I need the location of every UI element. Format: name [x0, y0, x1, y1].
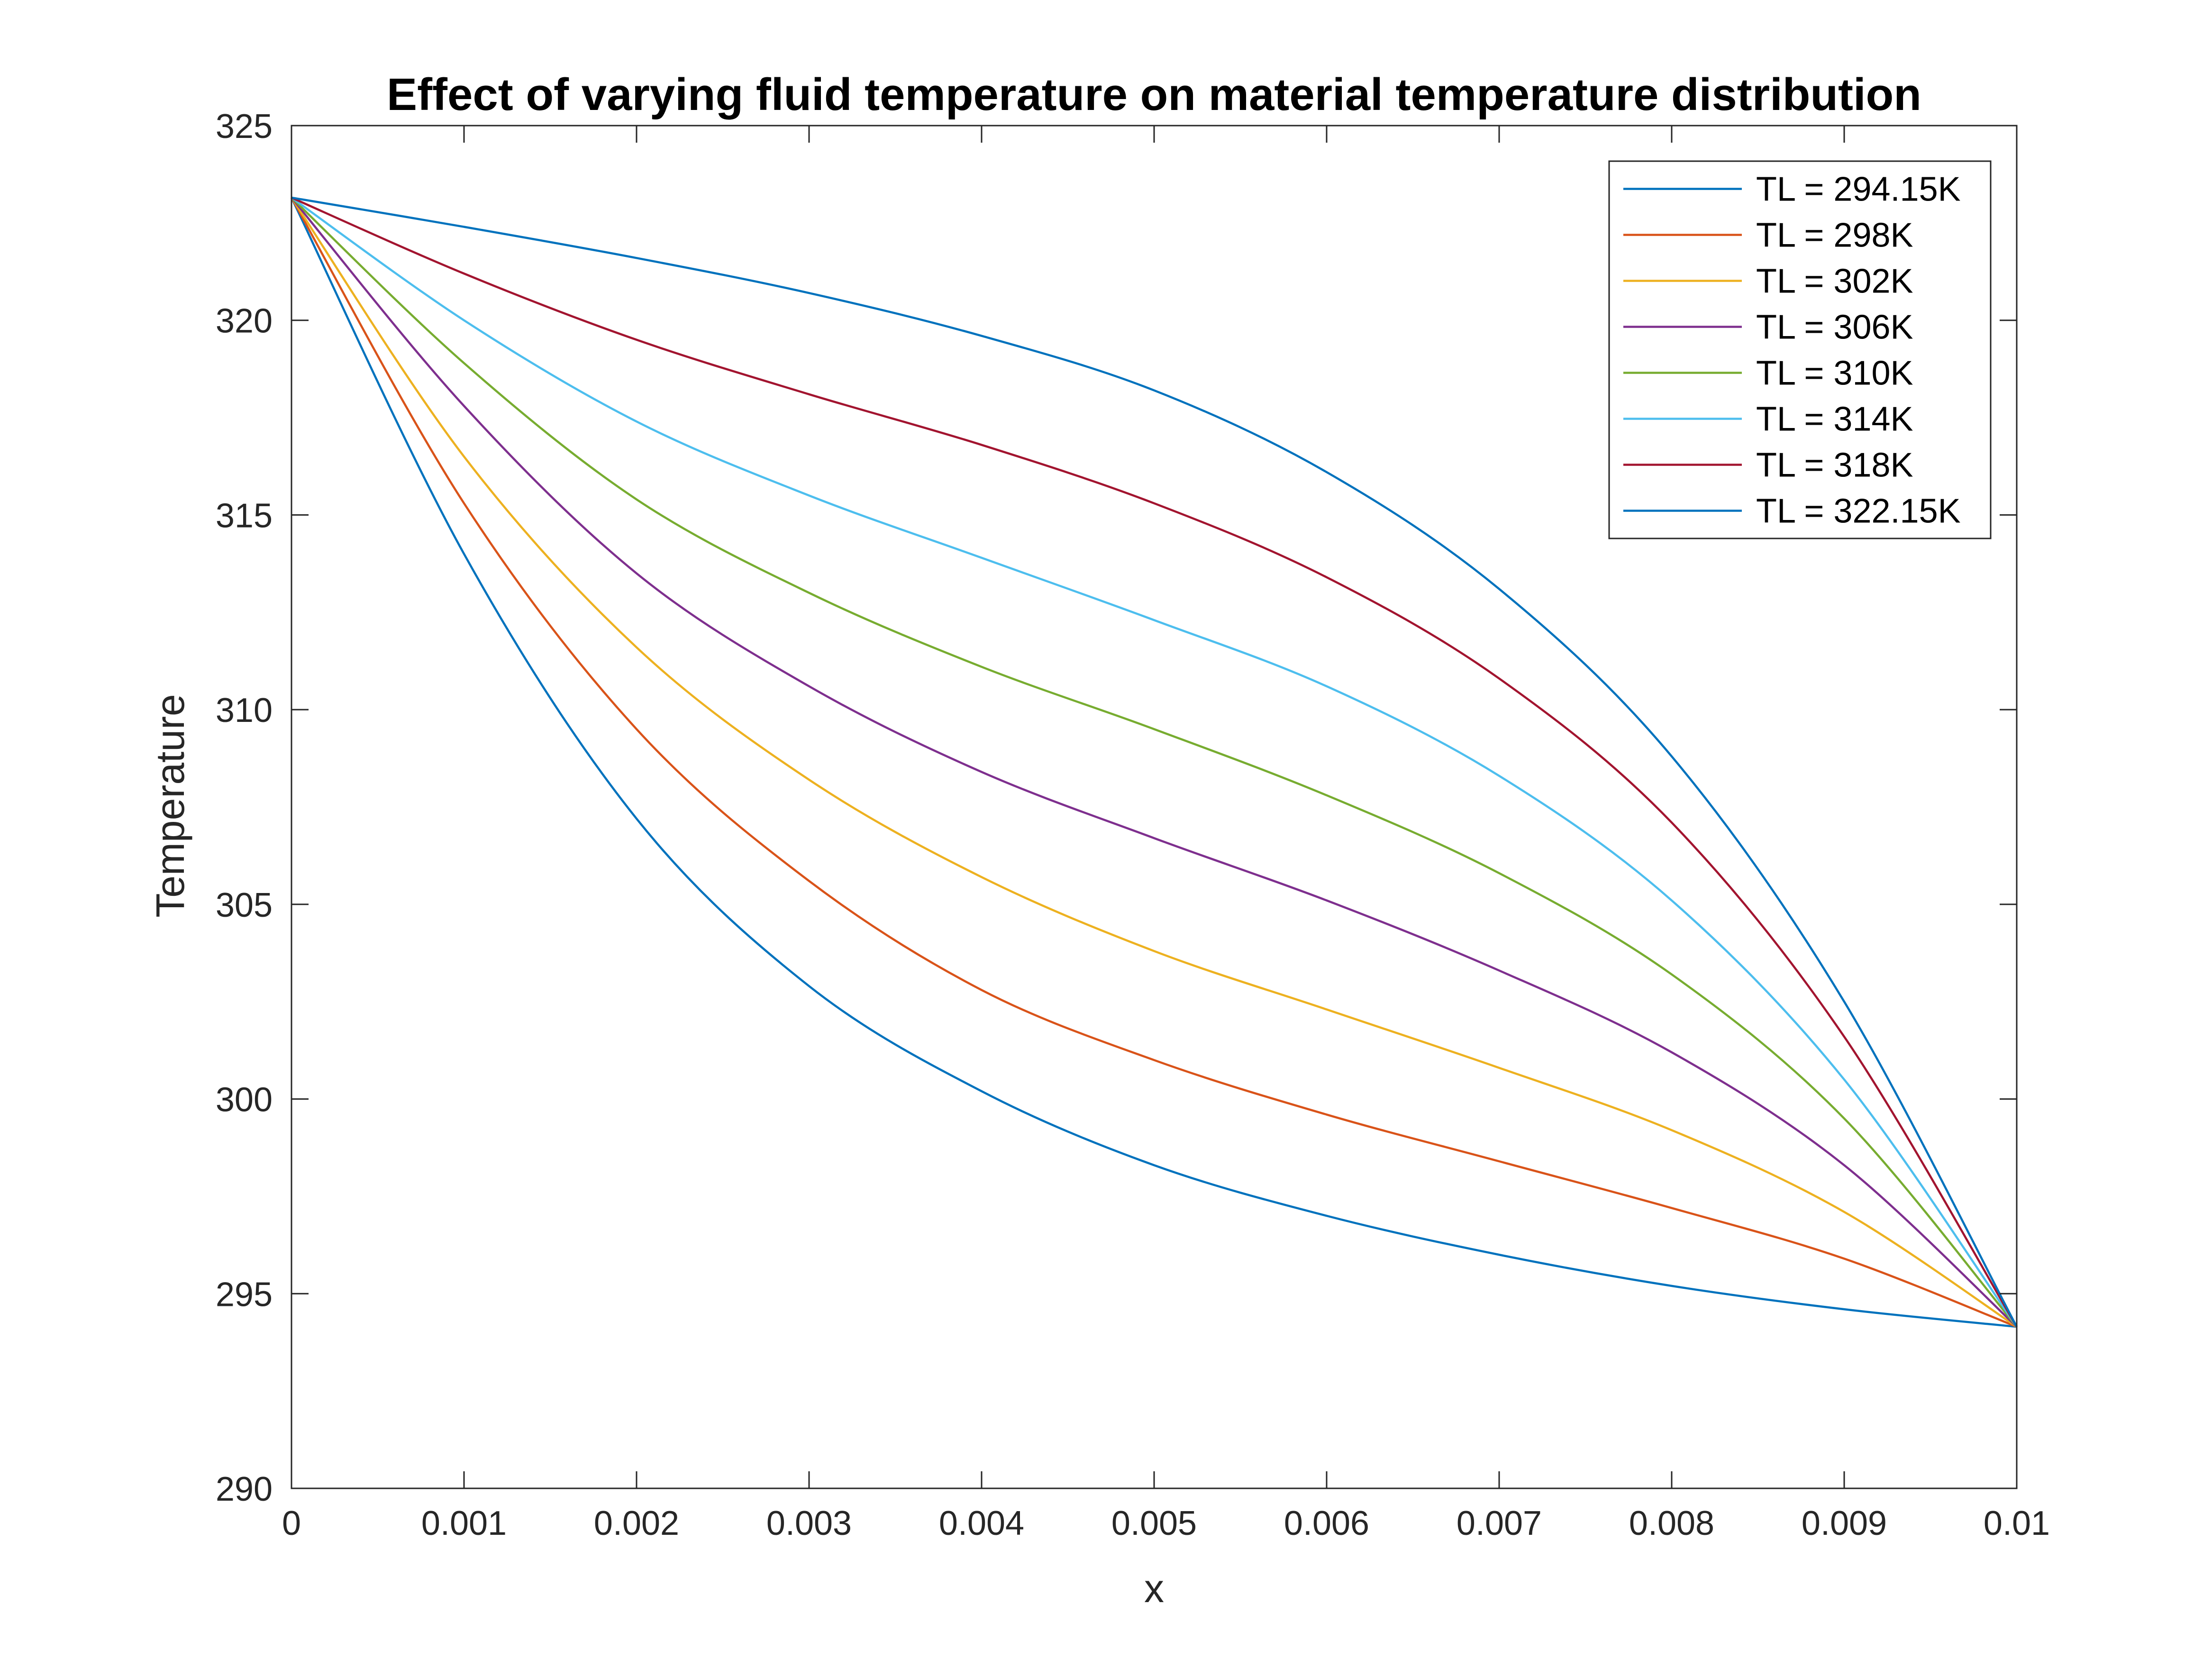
series-line-6 — [291, 197, 2018, 1328]
x-tick-label: 0.003 — [766, 1504, 852, 1542]
legend-label-7: TL = 318K — [1756, 447, 1913, 484]
legend-label-2: TL = 298K — [1756, 217, 1913, 255]
y-tick-label: 295 — [216, 1276, 273, 1313]
x-tick-label: 0.001 — [421, 1504, 507, 1542]
series-line-8 — [291, 196, 2018, 1328]
legend-label-6: TL = 314K — [1756, 401, 1913, 438]
chart-title: Effect of varying fluid temperature on m… — [387, 69, 1921, 120]
tick-marks — [291, 125, 2018, 1489]
y-tick-label: 310 — [216, 692, 273, 729]
series-line-3 — [291, 197, 2018, 1328]
x-tick-label: 0.006 — [1284, 1504, 1369, 1542]
x-tick-label: 0.01 — [1984, 1504, 2050, 1542]
series-line-7 — [291, 196, 2018, 1328]
y-tick-label: 325 — [216, 108, 273, 146]
x-axis-title: x — [1144, 1566, 1164, 1611]
legend-label-5: TL = 310K — [1756, 355, 1913, 392]
y-tick-label: 300 — [216, 1081, 273, 1119]
tick-labels: 0 0.001 0.002 0.003 0.004 0.005 0.006 0.007 0.00… — [216, 108, 2050, 1542]
legend-label-1: TL = 294.15K — [1756, 171, 1961, 209]
series-layer — [290, 196, 2018, 1328]
y-tick-label: 290 — [216, 1470, 273, 1508]
y-tick-label: 320 — [216, 302, 273, 340]
y-tick-label: 305 — [216, 886, 273, 924]
x-tick-label: 0.002 — [594, 1504, 679, 1542]
x-tick-label: 0 — [282, 1504, 301, 1542]
series-line-5 — [291, 197, 2018, 1328]
legend-label-3: TL = 302K — [1756, 263, 1913, 301]
series-line-1 — [290, 197, 2017, 1328]
y-tick-label: 315 — [216, 497, 273, 535]
legend-label-8: TL = 322.15K — [1756, 492, 1961, 530]
legend-label-4: TL = 306K — [1756, 309, 1913, 346]
x-tick-label: 0.007 — [1456, 1504, 1542, 1542]
x-tick-label: 0.005 — [1111, 1504, 1197, 1542]
y-axis-title: Temperature — [148, 694, 192, 918]
x-tick-label: 0.008 — [1629, 1504, 1714, 1542]
series-line-4 — [291, 197, 2018, 1328]
x-tick-label: 0.004 — [939, 1504, 1024, 1542]
legend-box — [1608, 160, 1992, 539]
series-line-2 — [291, 197, 2017, 1328]
legend: TL = 294.15K TL = 298K TL = 302K TL = 306K T… — [1608, 160, 1992, 539]
x-tick-label: 0.009 — [1802, 1504, 1887, 1542]
